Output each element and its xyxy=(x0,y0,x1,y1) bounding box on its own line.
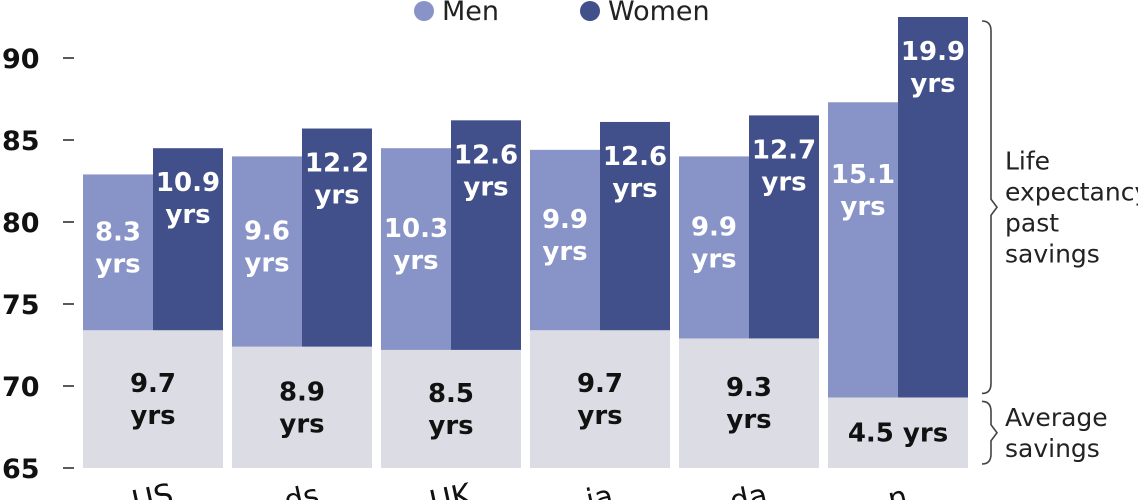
women-bar-label-line: yrs xyxy=(761,167,806,197)
women-bar-label: 10.9 yrs xyxy=(156,168,220,230)
women-bar-label: 12.2 yrs xyxy=(305,149,369,211)
bar-savings xyxy=(381,349,521,468)
savings-label-line: 9.7 xyxy=(577,369,623,399)
women-bar-label-line: yrs xyxy=(165,200,210,230)
bar-men xyxy=(530,149,600,331)
savings-label: 9.7 yrs xyxy=(130,369,176,431)
bar-women xyxy=(898,17,968,398)
y-tick-label: 70 xyxy=(2,372,40,403)
bar-savings xyxy=(232,346,372,468)
savings-label-line: 8.5 xyxy=(428,379,474,409)
bar-men xyxy=(381,148,451,350)
men-bar-label: 8.3 yrs xyxy=(95,217,141,279)
men-bar-label-line: yrs xyxy=(95,249,140,279)
category-label: US xyxy=(129,477,176,500)
category-label: ia xyxy=(583,479,616,500)
savings-label: 4.5 yrs xyxy=(848,419,948,449)
savings-label-line: yrs xyxy=(279,409,324,439)
bar-women xyxy=(451,120,521,350)
women-bar-label-line: 12.2 xyxy=(305,149,369,179)
savings-label-line: yrs xyxy=(130,401,175,431)
savings-label-line: yrs xyxy=(428,411,473,441)
annotation-label-savings: Average savings xyxy=(1005,403,1108,463)
women-bar-label-line: 10.9 xyxy=(156,168,220,198)
category-label: da xyxy=(727,478,771,500)
annotation-line: savings xyxy=(1005,434,1100,463)
men-bar-label: 15.1 yrs xyxy=(831,160,895,222)
bar-men xyxy=(83,174,153,331)
y-tick-label: 85 xyxy=(2,126,40,157)
savings-label-line: 9.3 xyxy=(726,373,772,403)
legend-swatch-women xyxy=(580,1,600,21)
men-bar-label-line: 9.9 xyxy=(691,212,737,242)
savings-label: 8.5 yrs xyxy=(428,379,474,441)
men-bar-label: 10.3 yrs xyxy=(384,214,448,276)
bar-men xyxy=(828,102,898,398)
men-bar-label-line: 10.3 xyxy=(384,214,448,244)
women-bar-label-line: yrs xyxy=(612,174,657,204)
annotation-line: past xyxy=(1005,209,1059,238)
category-label: n xyxy=(885,479,911,500)
annotation-line: expectancy xyxy=(1005,178,1138,207)
savings-label-line: 4.5 yrs xyxy=(848,419,948,449)
legend-label-women: Women xyxy=(608,0,710,27)
men-bar-label-line: yrs xyxy=(244,249,289,279)
y-tick-label: 65 xyxy=(2,454,40,485)
annotation-bracket-life xyxy=(981,20,998,395)
y-tick-label: 80 xyxy=(2,208,40,239)
women-bar-label-line: yrs xyxy=(910,69,955,99)
category-label: ds xyxy=(281,478,322,500)
savings-label-line: 8.9 xyxy=(279,377,325,407)
bar-women xyxy=(749,115,819,339)
annotation-bracket-savings xyxy=(981,400,998,465)
legend-label-men: Men xyxy=(442,0,499,27)
women-bar-label-line: 12.6 xyxy=(603,142,667,172)
bar-savings xyxy=(679,338,819,468)
annotation-line: Average xyxy=(1005,403,1108,432)
savings-label: 9.7 yrs xyxy=(577,369,623,431)
men-bar-label: 9.6 yrs xyxy=(244,217,290,279)
men-bar-label: 9.9 yrs xyxy=(542,205,588,267)
bar-savings xyxy=(83,330,223,468)
women-bar-label: 19.9 yrs xyxy=(901,37,965,99)
savings-label-line: yrs xyxy=(726,405,771,435)
men-bar-label-line: 8.3 xyxy=(95,217,141,247)
bar-savings xyxy=(828,397,968,468)
women-bar-label: 12.7 yrs xyxy=(752,135,816,197)
bar-savings xyxy=(530,330,670,468)
savings-label: 9.3 yrs xyxy=(726,373,772,435)
savings-label: 8.9 yrs xyxy=(279,377,325,439)
women-bar-label-line: yrs xyxy=(314,181,359,211)
men-bar-label-line: yrs xyxy=(393,246,438,276)
annotation-label-life: Life expectancy past savings xyxy=(1005,147,1138,269)
bar-women xyxy=(302,128,372,347)
y-tick-label: 90 xyxy=(2,44,40,75)
men-bar-label-line: 15.1 xyxy=(831,160,895,190)
women-bar-label-line: 12.7 xyxy=(752,135,816,165)
bar-men xyxy=(679,156,749,339)
annotation-line: savings xyxy=(1005,240,1100,269)
men-bar-label: 9.9 yrs xyxy=(691,212,737,274)
savings-label-line: 9.7 xyxy=(130,369,176,399)
legend-swatch-men xyxy=(414,1,434,21)
women-bar-label-line: 12.6 xyxy=(454,140,518,170)
bar-women xyxy=(153,148,223,331)
men-bar-label-line: 9.6 xyxy=(244,217,290,247)
women-bar-label: 12.6 yrs xyxy=(603,142,667,204)
bar-men xyxy=(232,156,302,347)
men-bar-label-line: 9.9 xyxy=(542,205,588,235)
men-bar-label-line: yrs xyxy=(542,237,587,267)
men-bar-label-line: yrs xyxy=(691,244,736,274)
women-bar-label-line: yrs xyxy=(463,172,508,202)
bar-women xyxy=(600,121,670,331)
y-tick-label: 75 xyxy=(2,290,40,321)
annotation-line: Life xyxy=(1005,147,1050,176)
category-label: UK xyxy=(427,477,476,500)
men-bar-label-line: yrs xyxy=(840,192,885,222)
women-bar-label-line: 19.9 xyxy=(901,37,965,67)
women-bar-label: 12.6 yrs xyxy=(454,140,518,202)
savings-label-line: yrs xyxy=(577,401,622,431)
